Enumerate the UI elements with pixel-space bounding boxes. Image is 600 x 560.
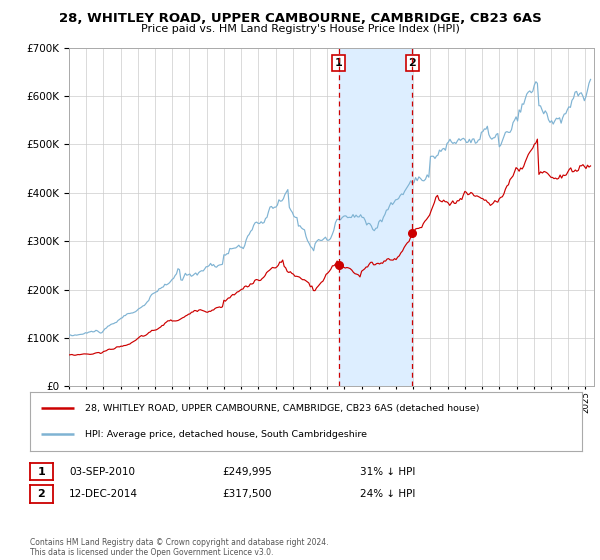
Text: 31% ↓ HPI: 31% ↓ HPI bbox=[360, 466, 415, 477]
Text: 28, WHITLEY ROAD, UPPER CAMBOURNE, CAMBRIDGE, CB23 6AS (detached house): 28, WHITLEY ROAD, UPPER CAMBOURNE, CAMBR… bbox=[85, 404, 480, 413]
Text: 1: 1 bbox=[335, 58, 343, 68]
Text: Contains HM Land Registry data © Crown copyright and database right 2024.
This d: Contains HM Land Registry data © Crown c… bbox=[30, 538, 329, 557]
Text: 28, WHITLEY ROAD, UPPER CAMBOURNE, CAMBRIDGE, CB23 6AS: 28, WHITLEY ROAD, UPPER CAMBOURNE, CAMBR… bbox=[59, 12, 541, 25]
Text: £249,995: £249,995 bbox=[222, 466, 272, 477]
Text: 03-SEP-2010: 03-SEP-2010 bbox=[69, 466, 135, 477]
Text: 1: 1 bbox=[38, 466, 45, 477]
Text: 2: 2 bbox=[38, 489, 45, 499]
Text: HPI: Average price, detached house, South Cambridgeshire: HPI: Average price, detached house, Sout… bbox=[85, 430, 367, 439]
Text: 2: 2 bbox=[409, 58, 416, 68]
Text: Price paid vs. HM Land Registry's House Price Index (HPI): Price paid vs. HM Land Registry's House … bbox=[140, 24, 460, 34]
Text: 12-DEC-2014: 12-DEC-2014 bbox=[69, 489, 138, 499]
Text: 24% ↓ HPI: 24% ↓ HPI bbox=[360, 489, 415, 499]
Bar bbox=[339, 48, 412, 386]
Text: £317,500: £317,500 bbox=[222, 489, 271, 499]
